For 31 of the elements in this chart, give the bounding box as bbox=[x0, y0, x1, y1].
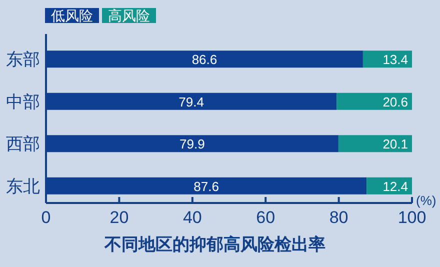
x-tick-label: 80 bbox=[329, 208, 348, 227]
bar bbox=[46, 92, 337, 110]
bar bbox=[46, 177, 367, 194]
data-label: 20.6 bbox=[382, 94, 408, 110]
data-label: 87.6 bbox=[194, 178, 219, 194]
bar bbox=[46, 135, 338, 152]
legend-label: 高风险 bbox=[108, 8, 150, 24]
bar bbox=[366, 177, 412, 194]
legend-item: 低风险 bbox=[45, 8, 99, 24]
y-tick-label: 东北 bbox=[6, 176, 40, 196]
y-tick-label: 中部 bbox=[6, 92, 40, 112]
data-label: 20.1 bbox=[382, 136, 408, 152]
legend-label: 低风险 bbox=[51, 8, 93, 24]
data-label: 79.4 bbox=[178, 94, 204, 110]
data-label: 79.9 bbox=[180, 136, 205, 152]
y-tick-label: 西部 bbox=[6, 134, 40, 154]
x-tick-label: 0 bbox=[41, 208, 51, 227]
data-label: 86.6 bbox=[192, 52, 218, 68]
legend-item: 高风险 bbox=[102, 8, 156, 24]
x-tick-label: 100 bbox=[398, 208, 426, 227]
text: 不同地区的抑郁高风险检出率 bbox=[104, 235, 326, 254]
bar bbox=[336, 92, 412, 110]
x-tick-label: 40 bbox=[182, 208, 202, 227]
data-label: 13.4 bbox=[382, 52, 408, 68]
bar bbox=[46, 50, 363, 68]
y-tick-label: 东部 bbox=[6, 50, 40, 70]
x-axis-title: (%) bbox=[416, 193, 436, 208]
bar bbox=[338, 135, 412, 152]
x-tick-label: 60 bbox=[256, 208, 276, 227]
x-tick-label: 20 bbox=[110, 208, 129, 227]
data-label: 12.4 bbox=[382, 178, 408, 194]
